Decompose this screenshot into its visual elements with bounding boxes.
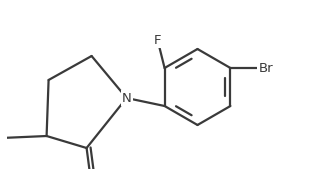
Text: N: N — [122, 91, 131, 104]
Text: F: F — [154, 33, 161, 46]
Text: Br: Br — [259, 62, 273, 75]
